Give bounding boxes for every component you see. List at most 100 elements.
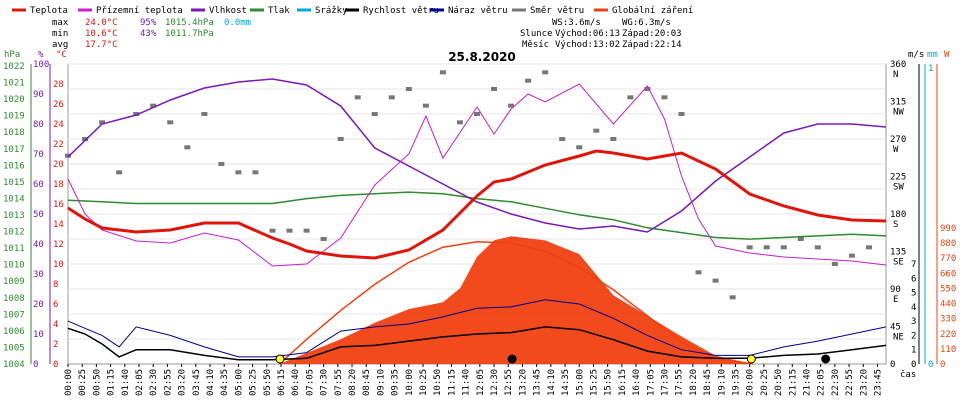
stat-min-hum: 43%	[140, 29, 157, 39]
axis-w-tick: 330	[940, 315, 956, 325]
axis-dir-name: NW	[893, 108, 904, 118]
stat-avg-temp: 17.7°C	[85, 40, 118, 50]
axis-mm-tick: 0	[928, 360, 933, 370]
axis-ms-unit: m/s	[908, 50, 924, 60]
stat-max-temp: 24.0°C	[85, 18, 118, 28]
axis-dir-tick: 360	[890, 60, 906, 70]
axis-temp-tick: 0	[53, 360, 58, 370]
axis-dir-tick: 135	[890, 248, 906, 258]
series-wind-dir-point	[797, 237, 804, 241]
series-radiation-theoretical	[278, 240, 754, 365]
axis-x-tick: 17:30	[660, 369, 670, 396]
series-wind-dir-point	[133, 112, 140, 116]
series-wind-dir-point	[371, 112, 378, 116]
axis-x-tick: 20:25	[760, 369, 770, 396]
series-wind-dir-point	[576, 145, 583, 150]
legend-label: Teplota	[30, 6, 68, 16]
series-wind-speed	[67, 326, 887, 361]
legend-label: Náraz větru	[448, 6, 508, 16]
axis-hpa-tick: 1018	[3, 128, 25, 138]
axis-x-tick: 02:55	[163, 369, 173, 396]
axis-x-tick: 00:00	[64, 369, 74, 396]
axis-x-tick: 11:15	[447, 369, 457, 396]
axis-x-tick: 10:00	[405, 369, 415, 396]
axis-x-tick: 13:20	[518, 369, 528, 396]
series-wind-dir-point	[814, 245, 821, 250]
axis-pct-tick: 80	[33, 120, 44, 130]
axis-ms-tick: 0	[911, 360, 916, 370]
stat-min-press: 1011.7hPa	[165, 29, 214, 39]
moon-marker	[821, 354, 831, 364]
stat-max-rain: 0.0mm	[224, 18, 251, 28]
axis-x-tick: 12:55	[504, 369, 514, 396]
axis-mm-unit: mm	[927, 50, 938, 60]
series-wind-dir-point	[559, 137, 566, 141]
axis-hpa-tick: 1016	[3, 161, 25, 171]
series-wind-dir-point	[320, 237, 327, 241]
series-temperature	[67, 149, 887, 260]
axis-x-tick: 15:25	[589, 369, 599, 396]
moon-marker	[507, 354, 517, 364]
axis-x-tick: 22:30	[831, 369, 841, 396]
axis-temp-tick: 18	[53, 180, 64, 190]
axis-x-tick: 20:00	[746, 369, 756, 396]
series-wind-dir-point	[99, 120, 106, 125]
series-wind-dir-point	[695, 270, 702, 275]
series-wind-dir-point	[746, 245, 753, 250]
series-wind-dir-point	[644, 87, 651, 91]
series-wind-dir-point	[201, 112, 208, 116]
axis-x-tick: 16:40	[632, 369, 642, 396]
axis-hpa-tick: 1011	[3, 244, 25, 254]
axis-temp-unit: °C	[56, 50, 67, 60]
axis-pct-tick: 90	[33, 90, 44, 100]
series-wind-dir-point	[593, 128, 600, 133]
axis-w-tick: 660	[940, 269, 956, 279]
axis-ms-tick: 3	[911, 317, 916, 327]
series-wind-dir-point	[150, 103, 157, 108]
series-wind-dir-point	[354, 95, 361, 100]
axis-w-tick: 990	[940, 224, 956, 234]
axis-x-tick: 22:05	[817, 369, 827, 396]
axis-hpa-tick: 1005	[3, 343, 25, 353]
axis-pct-tick: 100	[33, 60, 49, 70]
sun-marker	[275, 354, 285, 364]
axis-x-tick: 19:35	[731, 369, 741, 396]
axis-x-tick: 13:45	[533, 369, 543, 396]
axis-hpa-tick: 1022	[3, 62, 25, 72]
series-wind-dir-point	[235, 170, 242, 175]
axis-x-tick: 17:05	[646, 369, 656, 396]
axis-temp-tick: 4	[53, 320, 58, 330]
moon-label: Měsíc	[522, 40, 549, 50]
legend-label: Globální záření	[612, 6, 693, 16]
axis-dir-tick: 270	[890, 135, 906, 145]
axis-dir-name: N	[893, 70, 898, 80]
series-wind-dir-point	[848, 253, 855, 258]
series-wind-dir-point	[678, 112, 685, 116]
moon-set: Západ:22:14	[622, 40, 682, 50]
axis-temp-tick: 20	[53, 160, 64, 170]
series-wind-dir-point	[167, 120, 174, 125]
series-wind-dir-point	[474, 112, 480, 116]
axis-ms-tick: 7	[911, 260, 916, 270]
series-wind-dir-point	[712, 278, 719, 283]
series-wind-dir-point	[218, 162, 225, 166]
series-wind-dir-point	[610, 137, 617, 141]
axis-x-tick: 09:35	[391, 369, 401, 396]
axis-w-tick: 0	[940, 360, 945, 370]
axis-pct-tick: 10	[33, 330, 44, 340]
axis-x-tick: 21:15	[788, 369, 798, 396]
axis-dir-tick: 90	[890, 285, 901, 295]
axis-hpa-tick: 1013	[3, 211, 25, 221]
axis-x-tick: 10:25	[419, 369, 429, 396]
axis-w-unit: W	[944, 50, 950, 60]
stat-max-label: max	[52, 18, 69, 28]
axis-x-tick: 01:40	[121, 369, 131, 396]
axis-mm-tick: 1	[928, 64, 933, 74]
series-wind-dir-point	[405, 87, 412, 91]
axis-x-tick: 22:55	[845, 369, 855, 396]
series-wind-dir-point	[525, 78, 532, 83]
axis-x-tick: 05:50	[263, 369, 273, 396]
axis-x-tick: 00:25	[78, 369, 88, 396]
axis-ms-tick: 6	[911, 274, 916, 284]
